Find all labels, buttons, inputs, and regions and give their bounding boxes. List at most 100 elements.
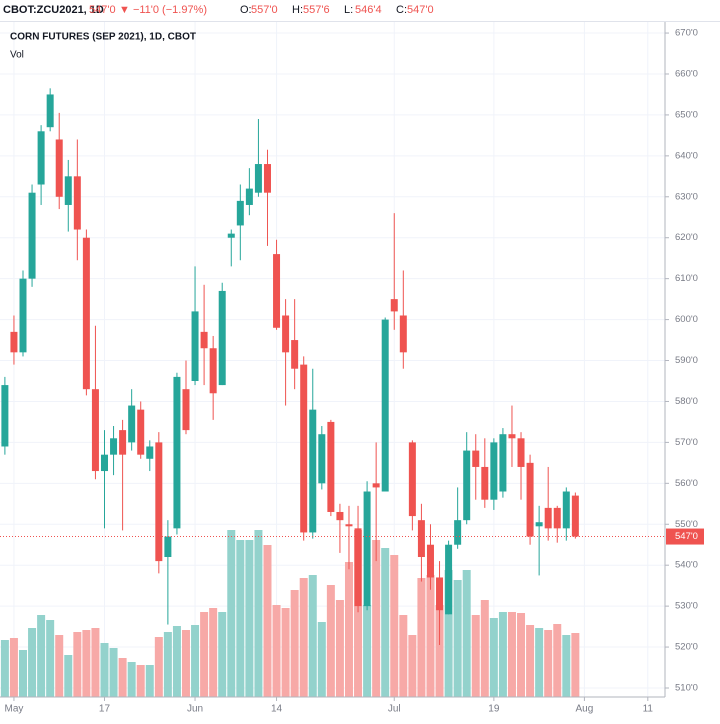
ohlc-label: C: <box>396 4 407 16</box>
candle-body <box>19 278 27 353</box>
volume-bar <box>462 570 471 697</box>
candle-body <box>508 434 516 439</box>
volume-bar <box>0 640 9 697</box>
volume-bar <box>200 612 209 697</box>
volume-pane <box>0 530 580 697</box>
volume-bar <box>453 580 462 697</box>
candle-body <box>399 315 407 353</box>
ohlc-label: O: <box>240 4 252 16</box>
y-tick-label: 570'0 <box>675 437 698 448</box>
volume-bar <box>480 600 489 697</box>
y-tick-label: 660'0 <box>675 69 698 80</box>
volume-bar <box>344 562 353 697</box>
y-tick-label: 560'0 <box>675 478 698 489</box>
volume-bar <box>335 600 344 697</box>
ohlc-value: 546'4 <box>355 4 382 16</box>
candle-body <box>345 524 353 527</box>
volume-bar <box>209 608 218 697</box>
candle-body <box>336 511 344 521</box>
volume-bar <box>100 643 109 697</box>
y-tick-label: 670'0 <box>675 28 698 39</box>
candle-body <box>282 315 290 353</box>
volume-bar <box>435 605 444 697</box>
volume-bar <box>254 530 263 697</box>
candle-body <box>553 507 561 529</box>
volume-bar <box>281 608 290 697</box>
candle-body <box>263 164 271 193</box>
candle-body <box>128 405 136 443</box>
x-tick-label: May <box>4 704 23 715</box>
y-tick-label: 510'0 <box>675 683 698 694</box>
candle-body <box>155 442 163 562</box>
y-tick-label: 650'0 <box>675 109 698 120</box>
candle-body <box>273 254 281 328</box>
candle-body <box>327 421 335 512</box>
candle-body <box>372 483 380 488</box>
volume-bar <box>118 658 127 697</box>
candle-body <box>100 454 108 472</box>
candle-body <box>64 176 72 205</box>
volume-bar <box>145 665 154 697</box>
candle-body <box>209 348 217 394</box>
candle-body <box>46 94 54 128</box>
candle-body <box>408 442 416 517</box>
candle-body <box>535 522 543 527</box>
candle-body <box>91 389 99 472</box>
volume-bar <box>46 620 55 697</box>
candle-body <box>454 520 462 545</box>
volume-bar <box>399 615 408 697</box>
candle-body <box>182 389 190 431</box>
volume-bar <box>91 628 100 697</box>
candle-body <box>10 331 18 353</box>
change: ▼ −11'0 (−1.97%) <box>119 4 207 16</box>
candle-body <box>562 491 570 529</box>
candle-body <box>436 577 444 611</box>
last-price-box <box>666 528 704 545</box>
candles <box>1 88 579 646</box>
volume-bar <box>82 630 91 697</box>
candle-body <box>300 364 308 533</box>
volume-bar <box>127 662 136 697</box>
x-tick-label: Aug <box>576 704 594 715</box>
candle-body <box>227 233 235 238</box>
candle-body <box>517 438 525 467</box>
volume-bar <box>299 578 308 697</box>
volume-bar <box>9 638 18 697</box>
volume-bar <box>227 530 236 697</box>
y-tick-label: 550'0 <box>675 519 698 530</box>
volume-bar <box>390 555 399 697</box>
candle-body <box>191 311 199 381</box>
candle-body <box>245 188 253 205</box>
volume-bar <box>517 613 526 697</box>
volume-bar <box>308 575 317 697</box>
volume-bar <box>28 628 37 697</box>
candle-body <box>73 176 81 230</box>
volume-bar <box>64 655 73 697</box>
y-tick-label: 580'0 <box>675 396 698 407</box>
volume-bar <box>18 650 27 697</box>
volume-bar <box>163 632 172 697</box>
ohlc-value: 557'6 <box>303 4 330 16</box>
volume-bar <box>471 615 480 697</box>
volume-bar <box>290 590 299 697</box>
candle-body <box>499 434 507 492</box>
volume-bar <box>363 605 372 697</box>
volume-bar <box>571 633 580 697</box>
candle-body <box>417 520 425 558</box>
candle-body <box>200 331 208 349</box>
candle-body <box>137 409 145 455</box>
volume-label: Vol <box>10 50 24 61</box>
candle-body <box>526 462 534 537</box>
ohlc-label: H: <box>292 4 303 16</box>
volume-bar <box>236 540 245 697</box>
volume-bar <box>245 540 254 697</box>
y-tick-label: 630'0 <box>675 191 698 202</box>
candle-body <box>164 536 172 558</box>
ohlc: O: 557'0 H: 557'6 L: 546'4 C: 547'0 <box>240 4 434 16</box>
x-tick-label: 11 <box>643 704 654 715</box>
volume-bar <box>526 625 535 697</box>
x-tick-label: Jul <box>388 704 401 715</box>
x-tick-label: 14 <box>271 704 283 715</box>
candle-body <box>218 290 226 386</box>
candle-body <box>490 442 498 500</box>
